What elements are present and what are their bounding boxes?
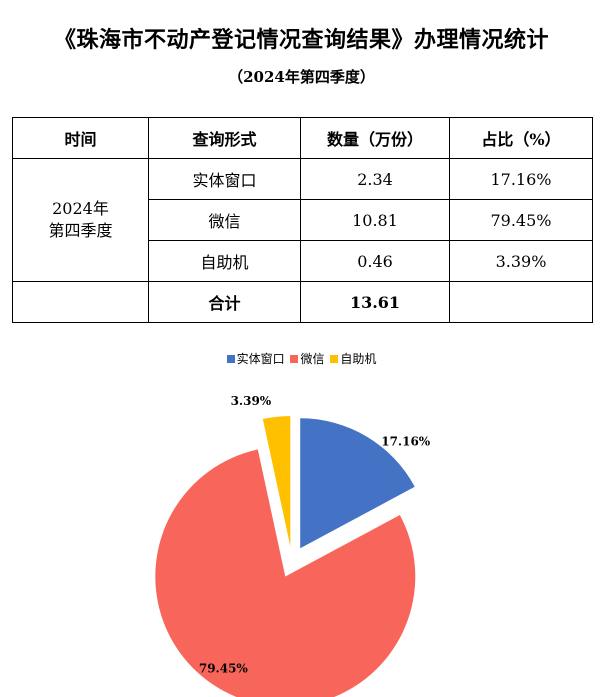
table-row: 微信 10.81 79.45%	[13, 199, 593, 241]
count-cell: 10.81	[300, 199, 450, 241]
pie-slice-2	[262, 416, 291, 547]
legend-item: 微信	[290, 350, 325, 367]
table-row: 2024年 第四季度 实体窗口 2.34 17.16%	[12, 158, 593, 282]
total-value: 13.61	[300, 281, 450, 323]
header-query-form: 查询形式	[148, 117, 301, 159]
legend-swatch-0	[226, 355, 235, 363]
table-row: 自助机 0.46 3.39%	[13, 240, 593, 282]
count-cell: 0.46	[300, 240, 450, 282]
table-header-row: 时间 查询形式 数量（万份） 占比（%）	[12, 117, 593, 159]
page-subtitle: （2024年第四季度）	[228, 68, 375, 86]
page-title: 《珠海市不动产登记情况查询结果》办理情况统计	[53, 27, 549, 53]
statistics-table: 时间 查询形式 数量（万份） 占比（%） 2024年 第四季度 实体窗口 2.3…	[12, 117, 593, 323]
pie-data-label-1: 79.45%	[199, 662, 249, 676]
chart-legend: 实体窗口 微信 自助机	[0, 350, 603, 367]
channel-cell: 实体窗口	[148, 158, 301, 200]
pie-slice-0	[300, 418, 415, 549]
pie-chart-svg: 17.16% 79.45% 3.39%	[155, 394, 431, 697]
legend-label: 自助机	[340, 352, 377, 366]
empty-cell	[12, 281, 149, 323]
channel-cell: 微信	[148, 199, 301, 241]
total-label: 合计	[148, 281, 301, 323]
header-quantity: 数量（万份）	[300, 117, 450, 159]
legend-swatch-1	[290, 355, 299, 363]
share-cell: 79.45%	[449, 199, 593, 241]
header-time: 时间	[12, 117, 149, 159]
pie-data-label-2: 3.39%	[231, 394, 272, 408]
count-cell: 2.34	[300, 158, 450, 200]
share-cell: 3.39%	[449, 240, 593, 282]
pie-chart: 17.16% 79.45% 3.39% 实体窗口 微信 自助机	[0, 340, 603, 697]
pie-slice-1	[155, 449, 416, 697]
legend-label: 微信	[300, 352, 325, 366]
legend-item: 实体窗口	[226, 350, 285, 367]
legend-swatch-2	[330, 355, 339, 363]
legend-label: 实体窗口	[236, 352, 285, 366]
header-share: 占比（%）	[449, 117, 593, 159]
period-cell: 2024年 第四季度	[12, 158, 149, 282]
period-quarter: 第四季度	[48, 221, 113, 240]
empty-cell	[449, 281, 593, 323]
share-cell: 17.16%	[449, 158, 593, 200]
period-year: 2024年	[52, 199, 109, 218]
legend-item: 自助机	[330, 350, 376, 367]
channel-cell: 自助机	[148, 240, 301, 282]
pie-data-label-0: 17.16%	[381, 434, 431, 448]
table-total-row: 合计 13.61	[12, 281, 593, 323]
